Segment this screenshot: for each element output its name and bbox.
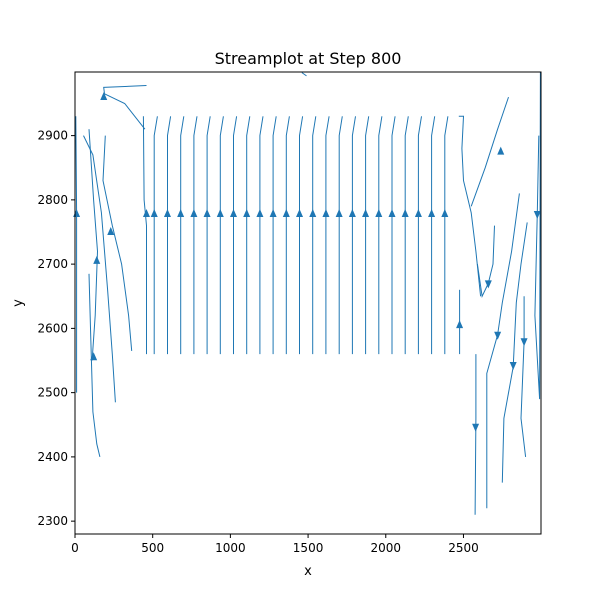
streamline (285, 116, 290, 355)
streamline-arrow (100, 92, 108, 101)
streamline (431, 116, 436, 355)
streamline-arrow (150, 209, 158, 218)
streamline-arrow (428, 209, 436, 218)
streamline-arrow (484, 280, 492, 289)
y-tick-label: 2600 (37, 321, 68, 335)
y-tick-label: 2800 (37, 193, 68, 207)
x-axis-label: x (304, 564, 312, 579)
streamline-arrow (142, 209, 150, 218)
chart-title: Streamplot at Step 800 (215, 49, 402, 68)
streamline-arrow (533, 211, 541, 220)
streamline-arrow (362, 209, 370, 218)
streamline (193, 116, 198, 355)
streamline (351, 116, 356, 355)
streamline (474, 354, 477, 515)
streamline (167, 116, 172, 355)
x-axis-ticks: 0 500 1000 1500 2000 2500 (71, 534, 479, 555)
streamline-arrow (269, 209, 277, 218)
streamline (206, 116, 211, 355)
streamline (404, 116, 409, 355)
y-axis-label: y (11, 299, 26, 307)
streamline-arrow (93, 255, 101, 264)
streamline (246, 116, 251, 355)
streamline-arrow (203, 209, 211, 218)
streamline (233, 116, 238, 355)
streamline (458, 115, 482, 297)
streamline-arrow (243, 209, 251, 218)
streamline (88, 129, 99, 361)
streamline-arrow (309, 209, 317, 218)
streamline-arrow (494, 331, 502, 340)
streamline-arrow (472, 423, 480, 432)
streamline (391, 116, 396, 355)
streamline-arrow (509, 362, 517, 371)
streamline (378, 116, 383, 355)
streamline (299, 116, 304, 355)
streamline (325, 116, 330, 355)
streamline (272, 116, 277, 355)
streamline (534, 71, 541, 400)
x-tick-label: 500 (141, 541, 164, 555)
streamline-arrow (456, 320, 464, 329)
streamlines-layer (73, 71, 541, 515)
x-tick-label: 0 (71, 541, 79, 555)
streamline (153, 116, 158, 355)
streamline (88, 273, 101, 458)
x-tick-label: 2000 (370, 541, 401, 555)
streamline (365, 116, 370, 355)
y-axis-ticks: 2300 2400 2500 2600 2700 2800 2900 (37, 129, 75, 528)
streamline (219, 116, 224, 355)
streamline-arrow (520, 338, 528, 347)
streamline-arrow (296, 209, 304, 218)
streamline (486, 193, 520, 509)
streamline (444, 116, 449, 355)
streamline (417, 116, 422, 355)
streamline-arrow (282, 209, 290, 218)
streamline (259, 116, 264, 355)
streamline (520, 296, 527, 457)
streamline-arrow (388, 209, 396, 218)
streamline-arrow (335, 209, 343, 218)
y-tick-label: 2500 (37, 386, 68, 400)
streamline-arrow (229, 209, 237, 218)
streamline-arrow (375, 209, 383, 218)
streamline (301, 72, 307, 77)
streamline-arrow (107, 226, 115, 235)
streamline-arrow (441, 209, 449, 218)
x-tick-label: 1500 (293, 541, 324, 555)
streamline (470, 96, 509, 207)
streamline-arrow (163, 209, 171, 218)
y-tick-label: 2400 (37, 450, 68, 464)
streamline (180, 116, 185, 355)
streamline-arrow (177, 209, 185, 218)
streamline-arrow (216, 209, 224, 218)
streamline-arrow (497, 146, 505, 155)
streamline-arrow (190, 209, 198, 218)
x-tick-label: 1000 (215, 541, 246, 555)
streamline-arrow (256, 209, 264, 218)
streamline-arrow (414, 209, 422, 218)
streamline-arrow (322, 209, 330, 218)
streamline (338, 116, 343, 355)
x-tick-label: 2500 (448, 541, 479, 555)
y-tick-label: 2900 (37, 129, 68, 143)
streamline (102, 135, 133, 351)
streamline (83, 135, 116, 403)
y-tick-label: 2700 (37, 257, 68, 271)
y-tick-label: 2300 (37, 514, 68, 528)
streamline-arrow (401, 209, 409, 218)
streamline (312, 116, 317, 355)
streamline (501, 222, 528, 483)
streamline-arrow (348, 209, 356, 218)
